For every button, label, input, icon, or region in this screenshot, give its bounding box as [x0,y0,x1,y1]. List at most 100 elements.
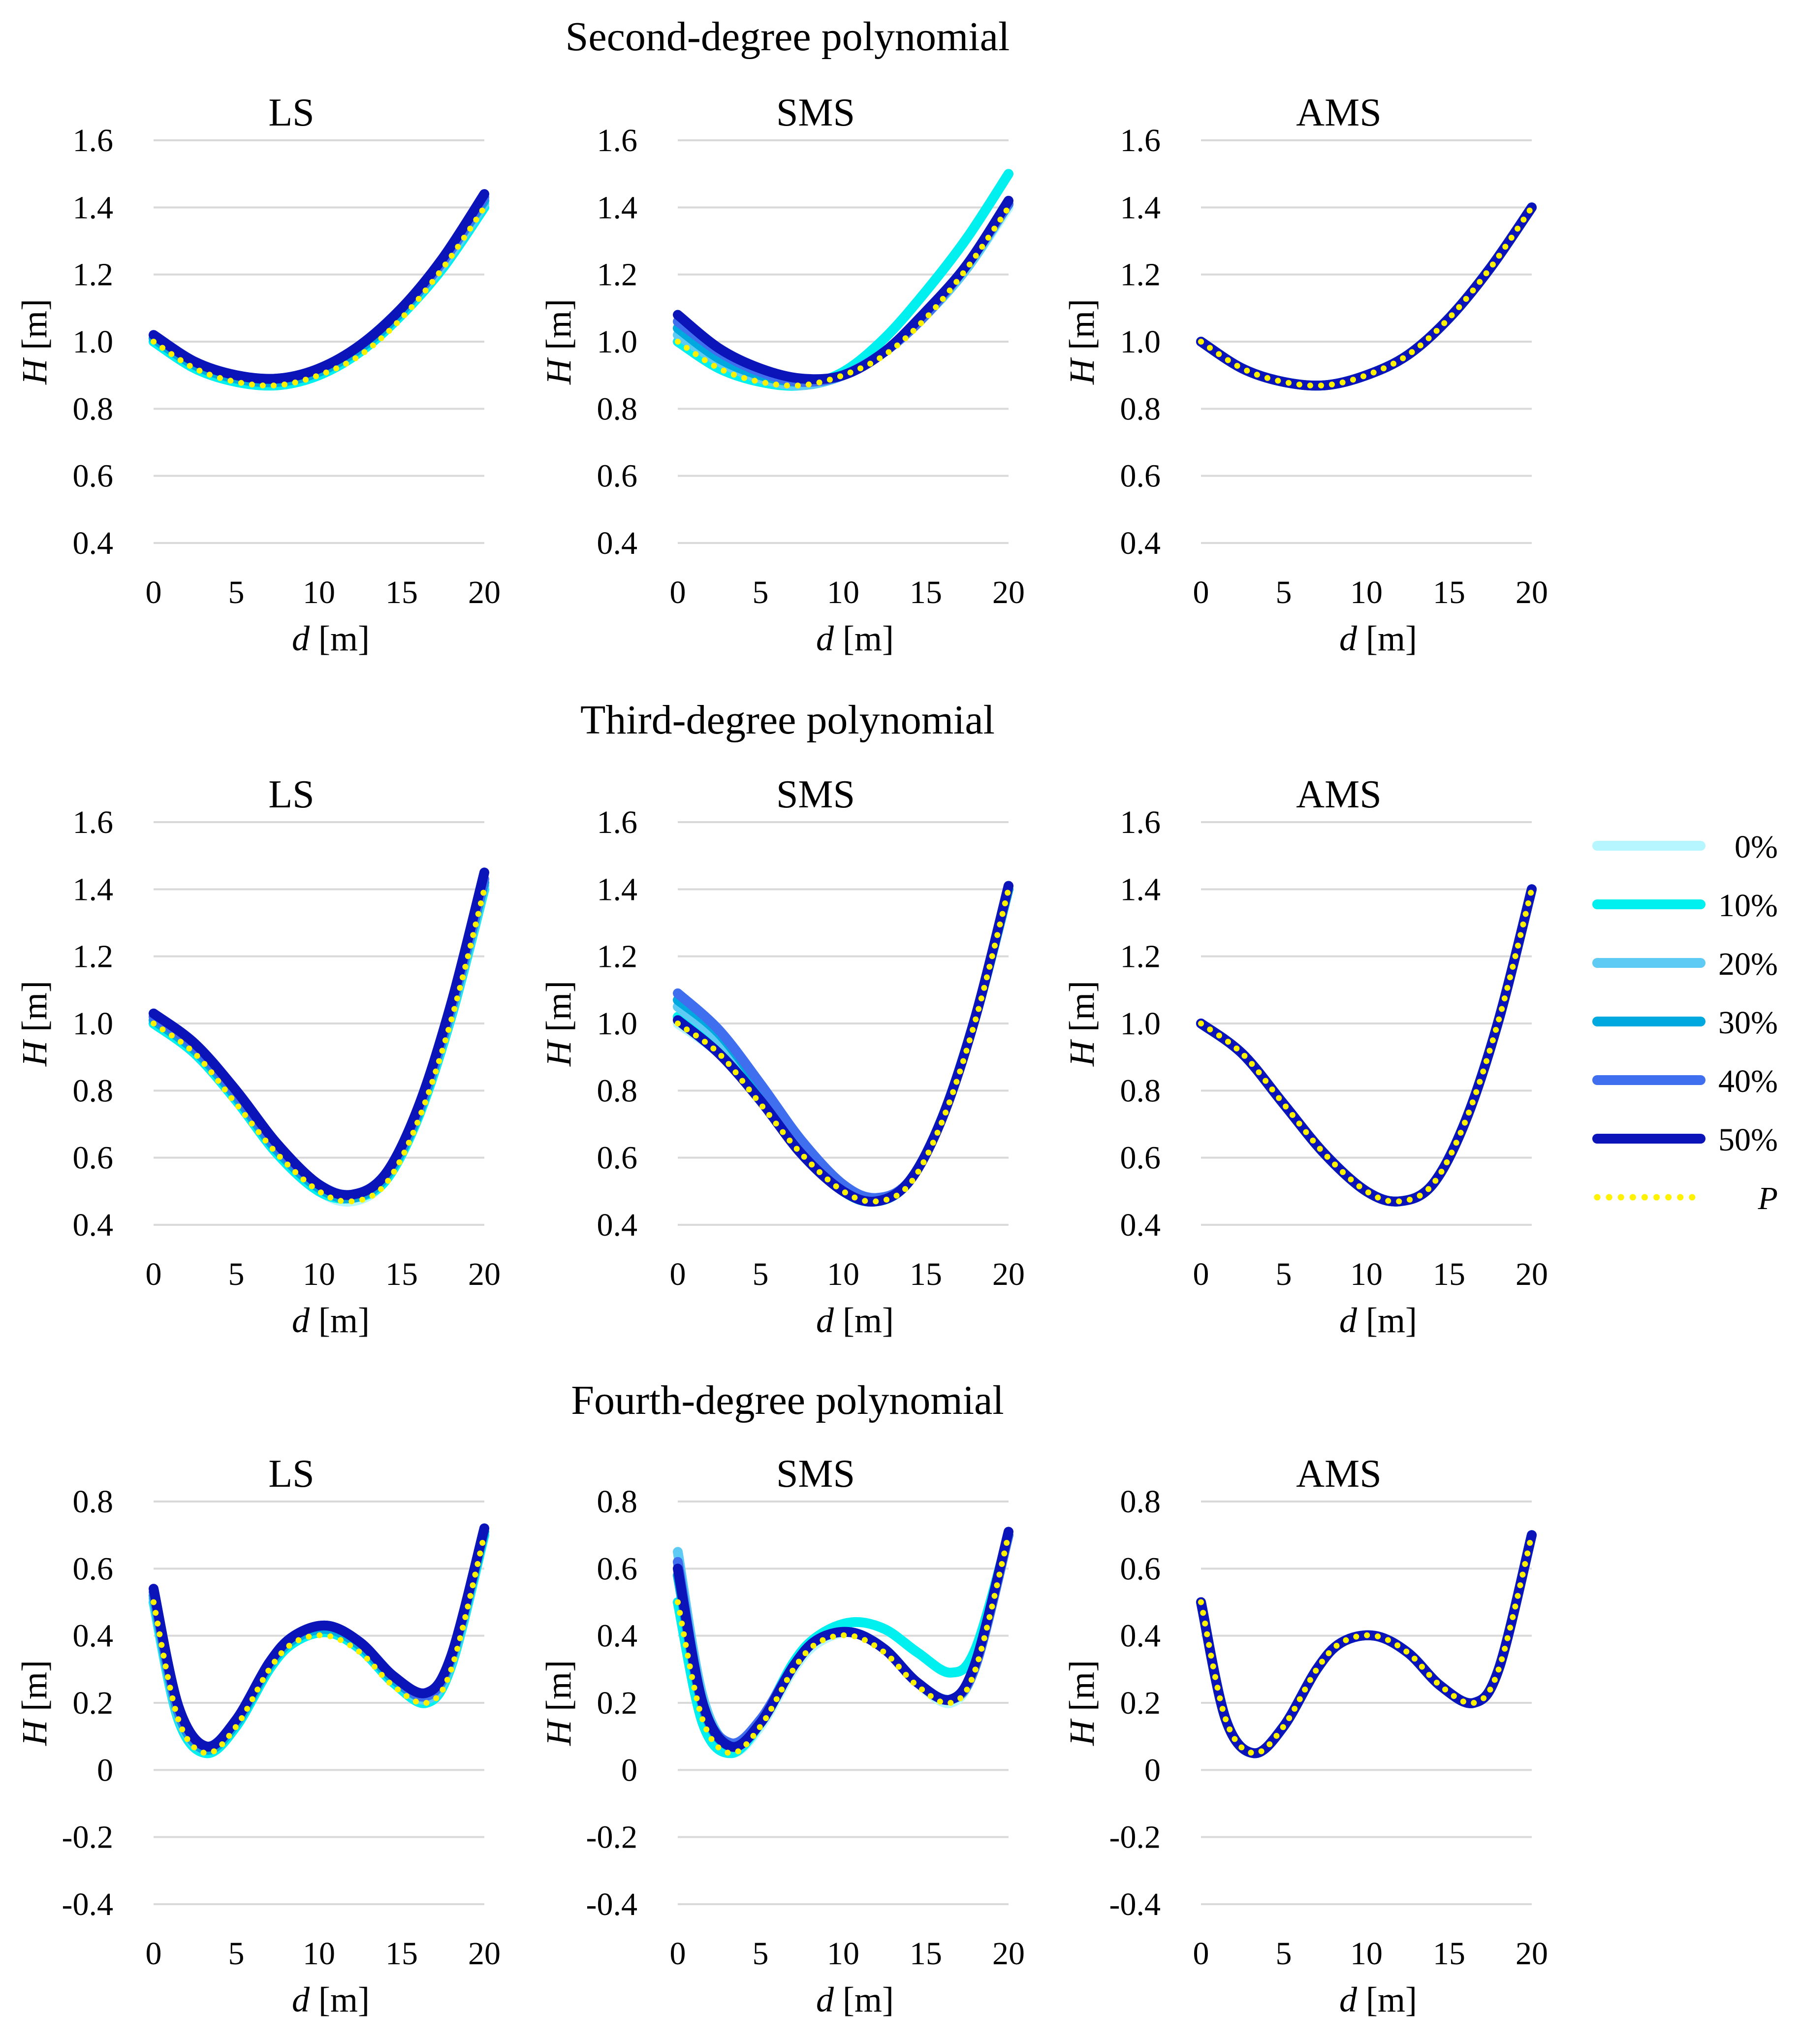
panel-title: SMS [776,91,855,134]
series-line-p [675,204,1011,389]
y-tick-label: 1.0 [73,324,114,360]
y-tick-label: -0.4 [62,1886,113,1922]
series-line-p [151,886,487,1205]
panel-title: AMS [1296,91,1381,134]
y-tick-label: 1.4 [73,190,114,225]
y-tick-label: 1.6 [73,123,114,159]
chart-deg4-LS: LS -0.4 -0.2 0 0.2 0.4 0.6 0.8 0 5 10 15 20 d [m] H [m… [15,1452,501,2019]
series-line-40pct [673,881,1013,1203]
legend-entry-40pct: 40% [1592,1063,1778,1099]
series-line-0pct [1196,202,1537,391]
series-line-50pct [149,1523,489,1752]
x-tick-label: 0 [670,575,686,610]
row-titles: Second-degree polynomial Third-degree po… [566,14,1010,1423]
y-tick-label: 1.2 [73,257,114,293]
legend-label: 0% [1735,829,1778,865]
series-line-10pct [1196,202,1537,391]
x-tick-label: 20 [992,575,1025,610]
y-tick-label: 1.0 [597,324,638,360]
x-tick-label: 5 [753,1256,769,1292]
chart-deg2-LS: LS 0.4 0.6 0.8 1.0 1.2 1.4 1.6 0 5 10 15 20 d [m] H [m… [15,91,501,658]
x-axis-label: d [m] [816,619,894,658]
y-tick-label: 0.4 [1120,1207,1161,1243]
x-axis-label: d [m] [292,1980,370,2019]
y-tick-label: 1.2 [1120,257,1161,293]
y-tick-label: 0.4 [73,1618,114,1654]
y-tick-label: 0.6 [73,458,114,494]
series-line-30pct [149,195,489,387]
legend-entry-0pct: 0% [1592,829,1778,865]
series-line-p [675,886,1011,1205]
legend-label: 40% [1718,1063,1778,1099]
y-axis-label: H [m] [539,981,578,1067]
series-line-40pct [149,874,489,1200]
y-tick-label: 1.6 [597,123,638,159]
panel-title: LS [268,91,314,134]
y-tick-label: 0.8 [1120,1073,1161,1109]
series-line-20pct [1196,884,1537,1207]
chart-deg2-SMS: SMS 0.4 0.6 0.8 1.0 1.2 1.4 1.6 0 5 10 15 20 d [m] H [… [539,91,1025,658]
chart-deg4-SMS: SMS -0.4 -0.2 0 0.2 0.4 0.6 0.8 0 5 10 15 20 d [m] H [… [539,1452,1025,2019]
legend-label: 30% [1718,1005,1778,1041]
y-tick-label: 1.2 [1120,939,1161,975]
series-line-p [1198,886,1535,1205]
y-tick-label: 1.4 [1120,190,1161,225]
legend-label: 20% [1718,946,1778,982]
y-tick-label: 0.4 [1120,1618,1161,1654]
x-tick-label: 5 [1276,1936,1292,1972]
y-tick-label: 1.4 [597,190,638,225]
chart-panels: LS 0.4 0.6 0.8 1.0 1.2 1.4 1.6 0 5 10 15 20 d [m] H [m… [15,91,1548,2019]
series-line-40pct [1196,884,1537,1207]
y-tick-label: 1.0 [1120,324,1161,360]
y-tick-label: 0.6 [597,458,638,494]
y-tick-label: 0.8 [73,1484,114,1520]
x-axis-label: d [m] [1339,1301,1417,1340]
chart-deg3-LS: LS 0.4 0.6 0.8 1.0 1.2 1.4 1.6 0 5 10 15 20 d [m] H [m… [15,773,501,1340]
legend-entry-30pct: 30% [1592,1005,1778,1041]
y-tick-label: 0 [621,1752,637,1788]
x-tick-label: 0 [146,575,162,610]
y-tick-label: -0.4 [586,1886,637,1922]
legend-entry-10pct: 10% [1592,888,1778,924]
series-line-50pct [1196,884,1537,1207]
y-tick-label: 0.8 [597,391,638,427]
y-tick-label: 0.8 [1120,391,1161,427]
x-tick-label: 10 [827,575,859,610]
y-tick-label: -0.2 [586,1820,637,1855]
series-line-p [675,1532,1011,1757]
y-tick-label: 0 [1144,1752,1161,1788]
series-line-p [151,204,487,389]
series-line-20pct [149,881,489,1204]
x-tick-label: 15 [910,575,942,610]
series-line-10pct [1196,884,1537,1207]
x-tick-label: 10 [827,1936,859,1972]
y-tick-label: 1.2 [597,257,638,293]
panel-title: SMS [776,1452,855,1496]
y-tick-label: 0.6 [597,1140,638,1176]
y-tick-label: -0.2 [1109,1820,1161,1855]
series-line-30pct [149,1527,489,1755]
y-axis-label: H [m] [1062,299,1102,385]
x-axis-label: d [m] [292,619,370,658]
x-tick-label: 15 [910,1256,942,1292]
chart-deg3-SMS: SMS 0.4 0.6 0.8 1.0 1.2 1.4 1.6 0 5 10 15 20 d [m] H [… [539,773,1025,1340]
x-axis-label: d [m] [292,1301,370,1340]
y-tick-label: 0.8 [1120,1484,1161,1520]
x-tick-label: 5 [228,1936,245,1972]
x-tick-label: 15 [385,1256,418,1292]
x-tick-label: 20 [1516,1256,1548,1292]
legend-label: 10% [1718,888,1778,924]
legend-label: 50% [1718,1122,1778,1158]
series-line-0pct [149,202,489,391]
x-tick-label: 5 [1276,1256,1292,1292]
y-axis-label: H [m] [15,981,54,1067]
x-tick-label: 10 [303,1256,335,1292]
x-tick-label: 15 [385,575,418,610]
x-tick-label: 20 [468,575,501,610]
y-axis-label: H [m] [539,299,578,385]
x-tick-label: 0 [146,1936,162,1972]
y-tick-label: 0.4 [73,525,114,561]
x-tick-label: 0 [1193,575,1209,610]
series-line-30pct [673,1530,1013,1752]
x-tick-label: 5 [753,1936,769,1972]
